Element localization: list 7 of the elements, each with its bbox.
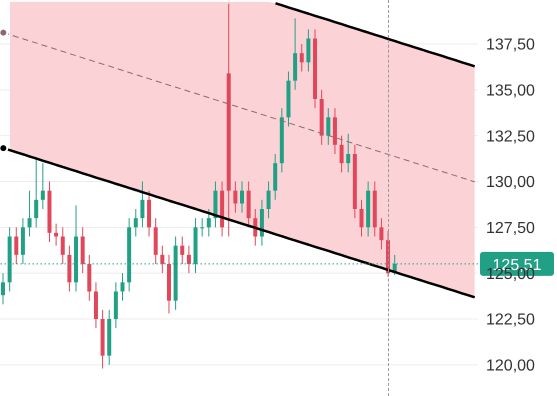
y-tick-label: 130,00 [486, 174, 536, 192]
y-tick-label: 120,00 [486, 358, 536, 375]
y-tick-label: 132,50 [486, 128, 536, 146]
y-tick-label: 127,50 [486, 220, 536, 238]
y-tick-label: 135,00 [486, 82, 536, 100]
y-tick-label: 137,50 [486, 36, 536, 54]
y-tick-label: 122,50 [486, 312, 536, 329]
